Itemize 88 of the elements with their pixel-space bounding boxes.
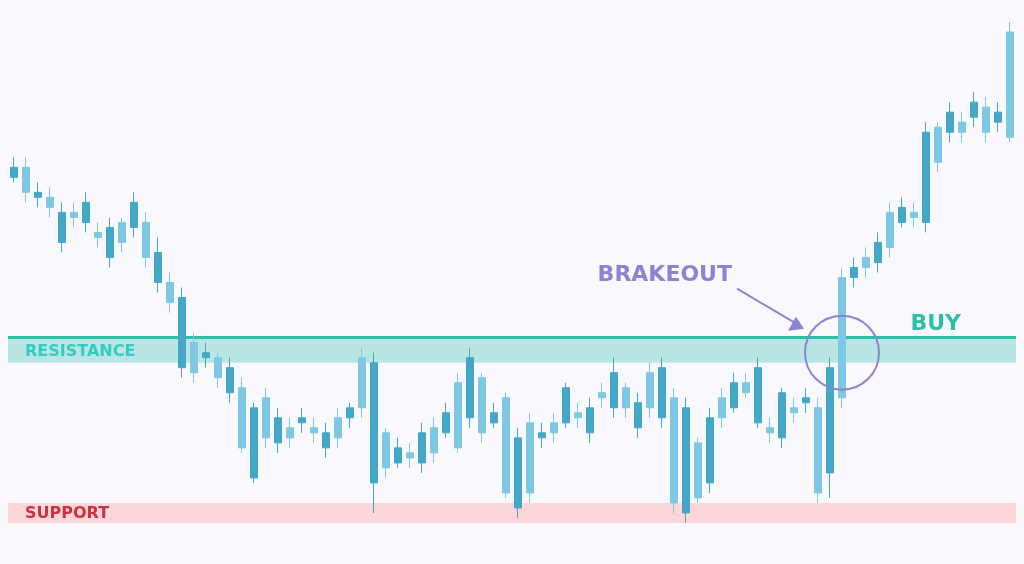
candlestick <box>778 387 786 449</box>
candlestick <box>994 101 1002 133</box>
band-label: RESISTANCE <box>25 340 136 360</box>
band-label: SUPPORT <box>25 503 110 523</box>
candlestick <box>718 387 726 429</box>
candlestick <box>334 407 342 449</box>
candlestick <box>370 352 378 514</box>
candlestick <box>694 437 702 504</box>
candlestick <box>886 201 894 258</box>
candlestick <box>574 402 582 429</box>
candlestick <box>706 407 714 494</box>
candlestick <box>826 357 834 499</box>
candlestick <box>586 397 594 444</box>
candlestick <box>802 387 810 414</box>
candlestick <box>742 372 750 399</box>
candlestick <box>550 412 558 444</box>
candlestick <box>166 272 174 314</box>
candlestick <box>22 156 30 203</box>
candlestick <box>46 186 54 218</box>
candlestick <box>514 427 522 519</box>
candlestick <box>298 407 306 434</box>
candlestick <box>958 111 966 143</box>
candlestick <box>82 191 90 233</box>
candlestick <box>814 397 822 504</box>
candlestick <box>142 211 150 268</box>
candlestick <box>418 422 426 474</box>
candlestick <box>838 266 846 409</box>
candlestick <box>754 357 762 429</box>
candlestick <box>262 387 270 449</box>
candlestick <box>670 387 678 514</box>
candlestick <box>934 121 942 173</box>
candlestick <box>874 231 882 273</box>
candlestick <box>610 357 618 419</box>
candlestick <box>598 382 606 409</box>
candlestick <box>898 196 906 228</box>
candlestick <box>58 201 66 253</box>
candlestick <box>10 156 18 183</box>
candlestick <box>214 352 222 389</box>
candlestick <box>118 216 126 253</box>
candlestick <box>34 181 42 208</box>
annotation: BRAKEOUT <box>597 260 732 286</box>
candlestick <box>562 382 570 429</box>
candlestick <box>430 417 438 464</box>
candlestick <box>202 342 210 369</box>
candlestick <box>766 417 774 444</box>
candlestick <box>658 357 666 429</box>
ref-line-label: BUY <box>910 310 963 336</box>
candlestick <box>622 382 630 419</box>
candlestick <box>970 91 978 128</box>
candlestick <box>646 362 654 419</box>
candlestick <box>466 347 474 429</box>
candlestick <box>226 357 234 404</box>
candlestick <box>106 216 114 268</box>
candlestick <box>862 246 870 279</box>
candlestick <box>94 221 102 248</box>
candlestick <box>982 96 990 143</box>
candlestick <box>310 417 318 444</box>
candlestick <box>250 402 258 484</box>
candlestick <box>406 442 414 469</box>
candlestick <box>322 422 330 459</box>
candlestick <box>358 347 366 419</box>
candlestick <box>790 397 798 424</box>
candlestick <box>478 372 486 444</box>
candlestick <box>490 402 498 429</box>
candlestick <box>238 377 246 454</box>
candlestick <box>1006 21 1014 143</box>
candlestick <box>274 407 282 454</box>
candlestick <box>286 417 294 449</box>
candlestick <box>382 427 390 479</box>
candlestick <box>394 437 402 469</box>
candlestick <box>502 392 510 499</box>
candlestick <box>154 236 162 294</box>
candlestick <box>946 101 954 143</box>
candlestick <box>922 121 930 233</box>
candlestick <box>442 402 450 439</box>
candlestick <box>538 422 546 449</box>
candlestick <box>70 201 78 228</box>
candlestick <box>346 402 354 429</box>
candlestick <box>682 397 690 524</box>
candlestick <box>730 372 738 414</box>
candlestick <box>190 332 198 384</box>
candlestick <box>178 287 186 379</box>
candlestick <box>130 191 138 238</box>
candlestick <box>910 201 918 228</box>
candlestick <box>634 392 642 439</box>
candlestick <box>850 256 858 289</box>
candlestick <box>454 372 462 454</box>
candlestick <box>526 412 534 504</box>
